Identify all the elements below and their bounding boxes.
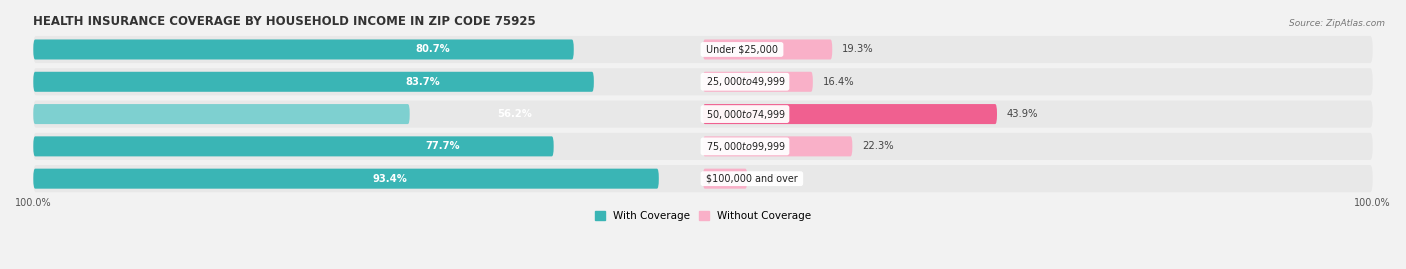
Text: HEALTH INSURANCE COVERAGE BY HOUSEHOLD INCOME IN ZIP CODE 75925: HEALTH INSURANCE COVERAGE BY HOUSEHOLD I…: [34, 15, 536, 28]
FancyBboxPatch shape: [34, 136, 554, 156]
FancyBboxPatch shape: [703, 169, 747, 189]
FancyBboxPatch shape: [34, 68, 1372, 95]
Text: 6.6%: 6.6%: [758, 174, 783, 184]
Text: $25,000 to $49,999: $25,000 to $49,999: [703, 75, 787, 88]
Text: 16.4%: 16.4%: [823, 77, 855, 87]
FancyBboxPatch shape: [34, 165, 1372, 192]
Text: $75,000 to $99,999: $75,000 to $99,999: [703, 140, 787, 153]
Legend: With Coverage, Without Coverage: With Coverage, Without Coverage: [591, 207, 815, 225]
FancyBboxPatch shape: [34, 101, 1372, 128]
Text: 19.3%: 19.3%: [842, 44, 875, 55]
Text: Source: ZipAtlas.com: Source: ZipAtlas.com: [1289, 19, 1385, 28]
Text: $50,000 to $74,999: $50,000 to $74,999: [703, 108, 787, 121]
FancyBboxPatch shape: [703, 104, 997, 124]
Text: 93.4%: 93.4%: [373, 174, 408, 184]
Text: 56.2%: 56.2%: [498, 109, 533, 119]
FancyBboxPatch shape: [34, 36, 1372, 63]
FancyBboxPatch shape: [703, 72, 813, 92]
Text: 43.9%: 43.9%: [1007, 109, 1039, 119]
FancyBboxPatch shape: [34, 72, 593, 92]
Text: 77.7%: 77.7%: [426, 141, 460, 151]
Text: 80.7%: 80.7%: [415, 44, 450, 55]
FancyBboxPatch shape: [34, 133, 1372, 160]
Text: 83.7%: 83.7%: [405, 77, 440, 87]
FancyBboxPatch shape: [34, 40, 574, 59]
Text: Under $25,000: Under $25,000: [703, 44, 780, 55]
Text: 22.3%: 22.3%: [862, 141, 894, 151]
FancyBboxPatch shape: [703, 136, 852, 156]
FancyBboxPatch shape: [34, 169, 659, 189]
Text: $100,000 and over: $100,000 and over: [703, 174, 801, 184]
FancyBboxPatch shape: [34, 104, 409, 124]
FancyBboxPatch shape: [703, 40, 832, 59]
